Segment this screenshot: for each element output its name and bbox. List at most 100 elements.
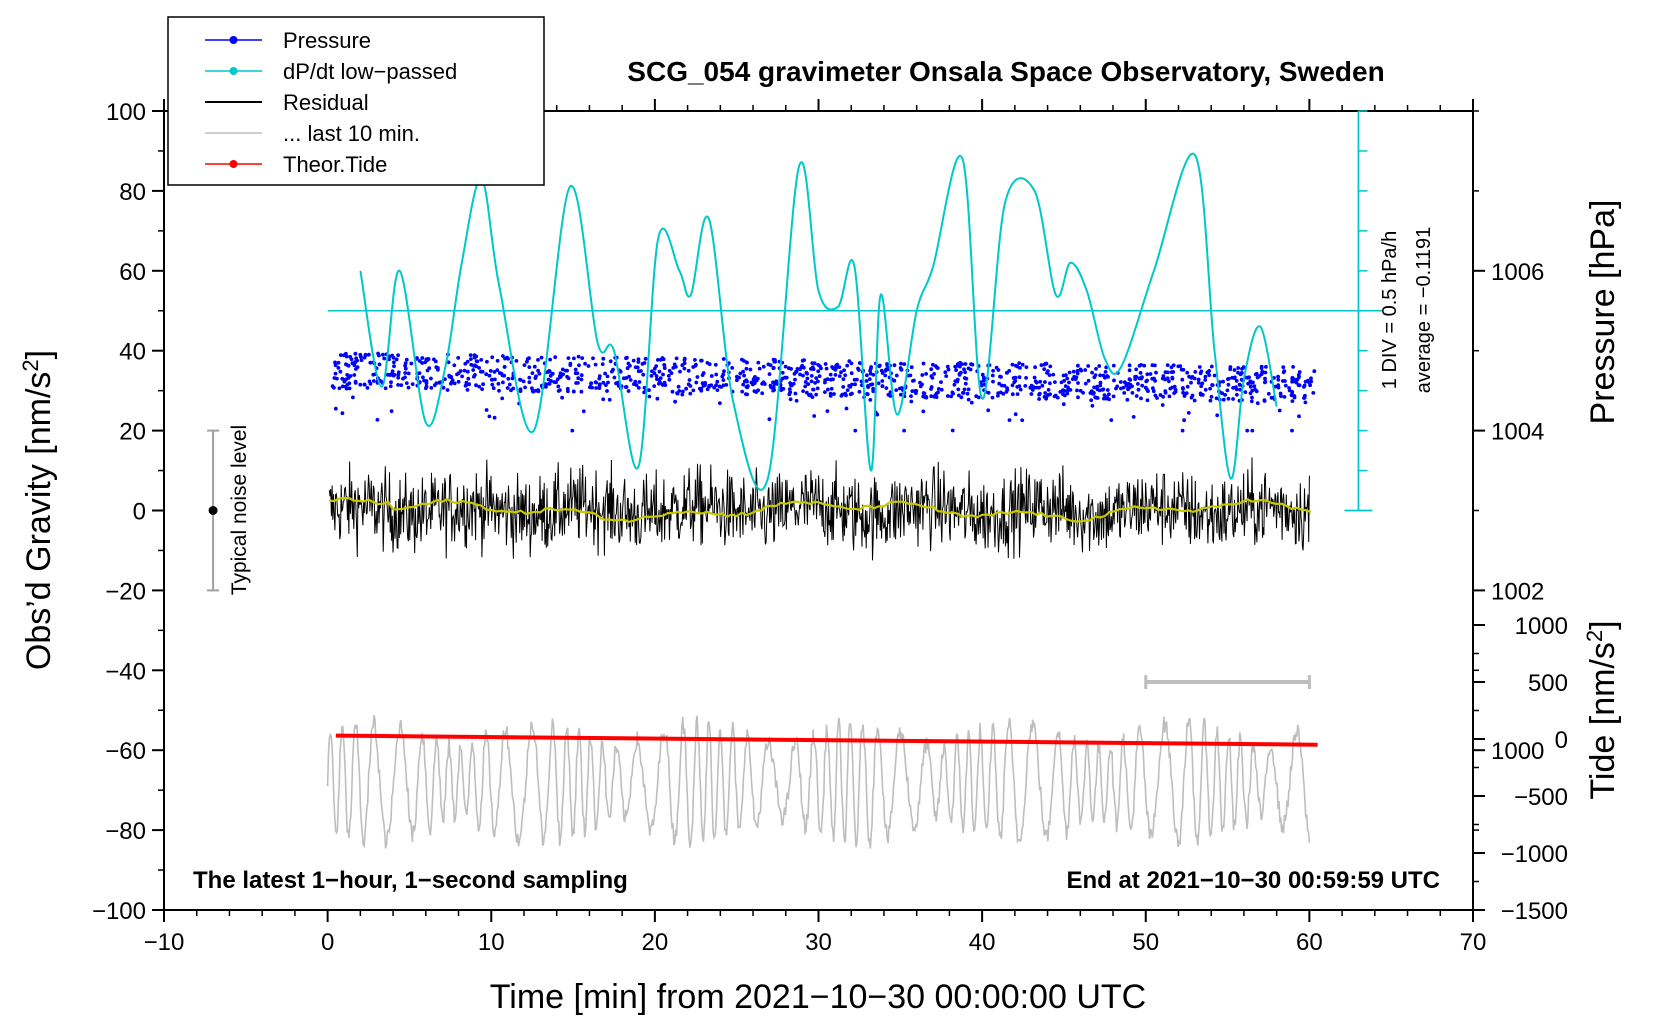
legend-marker: [229, 160, 238, 168]
pressure-point: [1281, 379, 1285, 383]
pressure-point: [420, 356, 425, 360]
pressure-point: [1235, 392, 1239, 397]
pressure-point: [340, 384, 345, 389]
pressure-point: [591, 356, 595, 361]
pressure-point: [837, 374, 842, 378]
pressure-point: [1076, 395, 1080, 400]
pressure-point: [1215, 413, 1220, 418]
pressure-point: [866, 385, 870, 389]
pressure-point: [892, 378, 897, 383]
pressure-point: [1309, 379, 1314, 384]
pressure-point: [1053, 393, 1058, 398]
pressure-point: [757, 366, 762, 371]
pressure-point: [963, 381, 968, 386]
pressure-point: [657, 381, 661, 386]
pressure-point: [1136, 387, 1141, 392]
pressure-point: [399, 383, 404, 387]
pressure-point: [724, 383, 729, 387]
pressure-point: [389, 380, 393, 385]
pressure-point: [701, 371, 706, 375]
pressure-point: [1062, 393, 1067, 398]
pressure-point: [1290, 376, 1295, 381]
pressure-point: [1103, 370, 1108, 374]
pressure-point: [771, 388, 775, 393]
pressure-point: [505, 355, 509, 360]
pressure-point: [481, 382, 485, 387]
pressure-point: [354, 356, 358, 361]
pressure-point: [1015, 392, 1020, 396]
pressure-point: [1095, 384, 1100, 389]
pressure-point: [1203, 374, 1208, 379]
pressure-point: [463, 361, 468, 366]
pressure-point: [844, 393, 848, 398]
pressure-point: [686, 382, 691, 387]
pressure-point: [990, 395, 995, 400]
pressure-point: [636, 357, 641, 362]
pressure-point: [485, 359, 489, 364]
y-tick-label: −80: [105, 818, 146, 845]
pressure-point: [511, 386, 516, 391]
pressure-point: [628, 363, 632, 368]
pressure-point: [601, 397, 606, 402]
pressure-point: [1114, 386, 1118, 391]
pressure-point: [347, 386, 352, 391]
pressure-point: [566, 356, 571, 360]
pressure-point: [783, 364, 788, 369]
pressure-point: [479, 358, 484, 362]
pressure-point: [660, 356, 665, 360]
pressure-point: [847, 359, 852, 363]
pressure-point: [810, 395, 815, 399]
x-tick-label: −10: [144, 929, 185, 956]
pressure-point: [1061, 402, 1066, 407]
pressure-point: [1182, 418, 1186, 423]
pressure-point: [1238, 372, 1243, 377]
pressure-point: [1173, 387, 1178, 392]
pressure-point: [756, 388, 760, 393]
pressure-point: [597, 374, 602, 379]
pressure-point: [966, 387, 971, 392]
pressure-point: [1010, 383, 1015, 388]
pressure-point: [589, 381, 594, 385]
pressure-point: [845, 388, 850, 392]
pressure-point: [1182, 394, 1187, 398]
pressure-point: [488, 369, 493, 373]
pressure-point: [675, 391, 680, 396]
pressure-point: [761, 364, 766, 369]
pressure-point: [1119, 386, 1123, 391]
pressure-point: [1038, 379, 1043, 384]
pressure-point: [1033, 379, 1038, 384]
pressure-point: [465, 359, 470, 364]
pressure-point: [767, 417, 772, 422]
pressure-point: [333, 406, 338, 411]
pressure-point: [956, 387, 961, 392]
pressure-point: [934, 395, 939, 399]
pressure-point: [396, 383, 400, 387]
pressure-point: [605, 389, 609, 393]
pressure-point: [709, 374, 714, 378]
pressure-point: [1137, 363, 1142, 368]
pressure-point: [572, 356, 576, 361]
pressure-point: [496, 381, 501, 386]
pressure-point: [1165, 363, 1170, 367]
pressure-point: [1081, 390, 1085, 395]
pressure-point: [1040, 383, 1045, 388]
tide-tick-label: −1000: [1501, 841, 1568, 868]
pressure-point: [650, 369, 654, 374]
pressure-point: [462, 368, 467, 373]
pressure-point: [434, 381, 439, 386]
pressure-point: [812, 414, 817, 418]
pressure-point: [1172, 391, 1176, 395]
pressure-point: [763, 382, 767, 386]
pressure-point: [375, 417, 380, 422]
pressure-point: [958, 360, 962, 365]
pressure-point: [794, 369, 799, 374]
pressure-point: [525, 359, 529, 364]
pressure-point: [548, 357, 552, 362]
pressure-point: [390, 353, 395, 358]
pressure-point: [899, 392, 903, 397]
pressure-point: [1151, 386, 1155, 391]
pressure-point: [353, 381, 358, 385]
pressure-point: [1071, 369, 1076, 374]
pressure-point: [367, 352, 371, 357]
pressure-point: [994, 365, 999, 370]
